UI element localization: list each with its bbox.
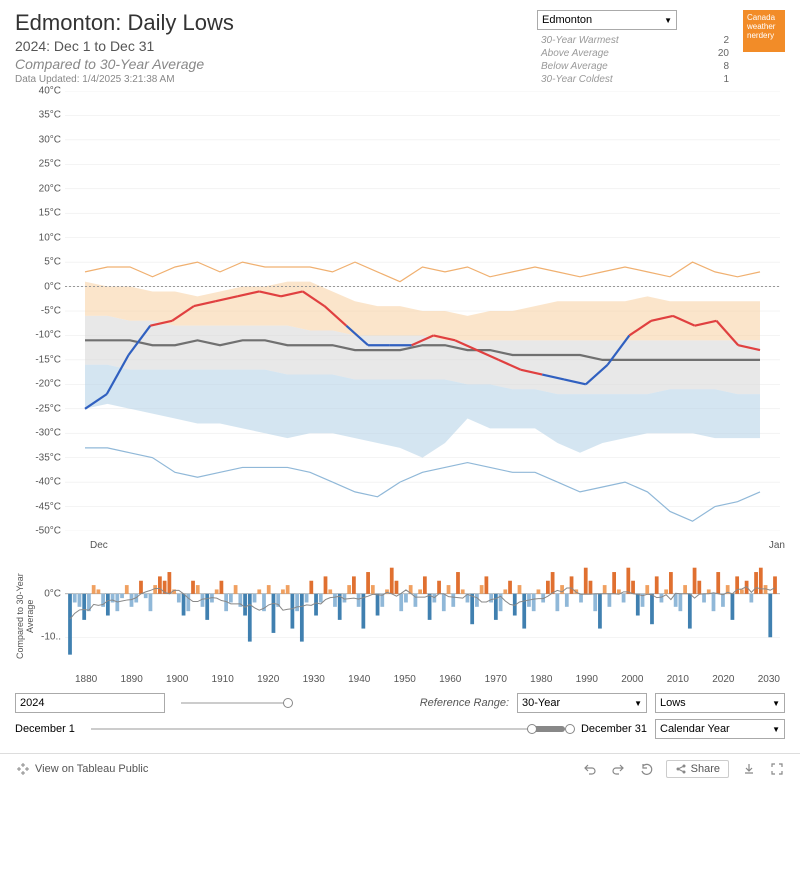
stats-row: Above Average20 [537, 47, 737, 60]
undo-icon[interactable] [582, 761, 598, 777]
redo-icon[interactable] [610, 761, 626, 777]
bar-chart-svg [65, 559, 780, 659]
stats-block: Edmonton ▼ 30-Year Warmest2Above Average… [537, 10, 737, 86]
bar-x-labels: 1880189019001910192019301940195019601970… [0, 674, 800, 685]
main-chart[interactable]: 40°C35°C30°C25°C20°C15°C10°C5°C0°C-5°C-1… [15, 91, 785, 536]
chevron-down-icon: ▼ [772, 699, 780, 708]
bar-chart[interactable]: Compared to 30-Year Average 0°C-10.. [15, 559, 785, 674]
chevron-down-icon: ▼ [772, 725, 780, 734]
ref-range-label: Reference Range: [420, 697, 509, 709]
main-y-axis: 40°C35°C30°C25°C20°C15°C10°C5°C0°C-5°C-1… [15, 91, 65, 536]
bar-y-label: Compared to 30-Year Average [15, 559, 29, 674]
view-tableau-link[interactable]: View on Tableau Public [35, 763, 148, 775]
date-slider[interactable] [91, 728, 565, 730]
ref-range-value: 30-Year [522, 697, 560, 709]
metric-value: Lows [660, 697, 686, 709]
date-end-label: December 31 [581, 723, 647, 735]
main-x-labels: Dec Jan [0, 540, 800, 551]
stats-table: 30-Year Warmest2Above Average20Below Ave… [537, 34, 737, 86]
dashboard: Edmonton: Daily Lows 2024: Dec 1 to Dec … [0, 0, 800, 784]
stats-row: Below Average8 [537, 60, 737, 73]
header-right: Edmonton ▼ 30-Year Warmest2Above Average… [537, 10, 785, 86]
year-input[interactable] [15, 693, 165, 713]
date-slider-thumb-start[interactable] [527, 724, 537, 734]
date-slider-thumb-end[interactable] [565, 724, 575, 734]
metric-dropdown[interactable]: Lows ▼ [655, 693, 785, 713]
stats-row: 30-Year Coldest1 [537, 73, 737, 86]
download-icon[interactable] [741, 761, 757, 777]
year-row: Reference Range: 30-Year ▼ Lows ▼ [15, 693, 785, 713]
chevron-down-icon: ▼ [634, 699, 642, 708]
logo: Canada weather nerdery [743, 10, 785, 52]
chevron-down-icon: ▼ [664, 16, 672, 25]
fullscreen-icon[interactable] [769, 761, 785, 777]
stats-row: 30-Year Warmest2 [537, 34, 737, 47]
updated-text: Data Updated: 1/4/2025 3:21:38 AM [15, 74, 537, 85]
x-label-end: Jan [769, 540, 785, 551]
date-row: December 1 December 31 Calendar Year ▼ [15, 719, 785, 739]
x-label-start: Dec [90, 540, 108, 551]
share-icon [675, 763, 687, 775]
compare-text: Compared to 30-Year Average [15, 56, 537, 72]
main-chart-svg [65, 91, 780, 531]
bar-y-axis: 0°C-10.. [29, 559, 65, 674]
calendar-value: Calendar Year [660, 723, 730, 735]
city-dropdown[interactable]: Edmonton ▼ [537, 10, 677, 30]
footer-right: Share [582, 760, 785, 778]
page-title: Edmonton: Daily Lows [15, 10, 537, 36]
footer: View on Tableau Public Share [0, 753, 800, 784]
footer-left[interactable]: View on Tableau Public [15, 761, 148, 777]
calendar-dropdown[interactable]: Calendar Year ▼ [655, 719, 785, 739]
tableau-icon [15, 761, 31, 777]
subtitle: 2024: Dec 1 to Dec 31 [15, 38, 537, 54]
share-button[interactable]: Share [666, 760, 729, 778]
controls: Reference Range: 30-Year ▼ Lows ▼ Decemb… [0, 685, 800, 753]
year-slider[interactable] [181, 702, 288, 704]
reset-icon[interactable] [638, 761, 654, 777]
share-label: Share [691, 763, 720, 775]
ref-range-dropdown[interactable]: 30-Year ▼ [517, 693, 647, 713]
year-slider-thumb[interactable] [283, 698, 293, 708]
city-dropdown-value: Edmonton [542, 14, 592, 26]
date-start-label: December 1 [15, 723, 75, 735]
header: Edmonton: Daily Lows 2024: Dec 1 to Dec … [0, 0, 800, 91]
title-block: Edmonton: Daily Lows 2024: Dec 1 to Dec … [15, 10, 537, 86]
